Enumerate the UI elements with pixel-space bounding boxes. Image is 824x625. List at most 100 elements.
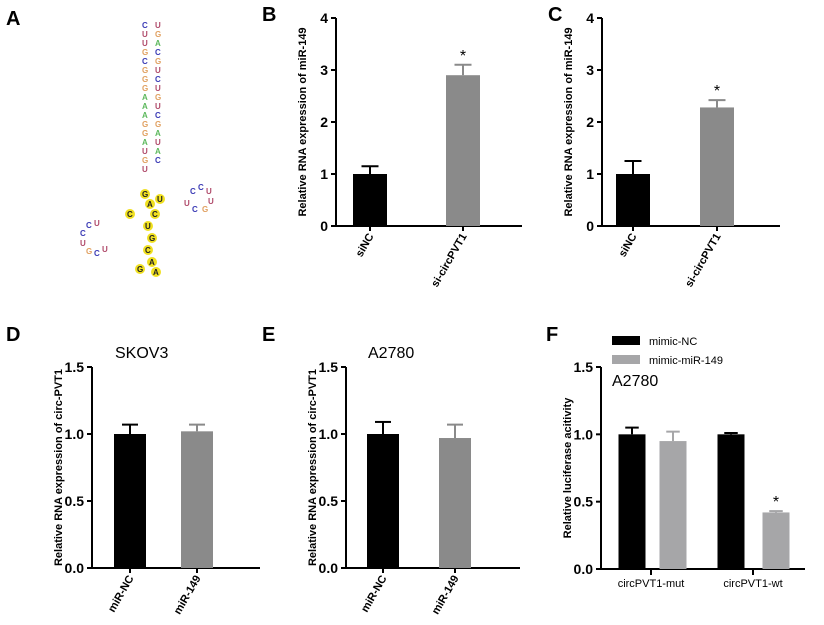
nucleotide: U: [102, 245, 108, 254]
error-bar: [189, 423, 205, 432]
nucleotide: A: [142, 138, 148, 147]
nucleotide: U: [155, 138, 161, 147]
bar: [616, 174, 650, 226]
bar: [114, 434, 146, 568]
x-tick-label: miR-NC: [359, 573, 390, 614]
nucleotide: G: [142, 48, 148, 57]
nucleotide: G: [86, 247, 92, 256]
nucleotide: U: [94, 219, 100, 228]
highlight-dot: [147, 257, 157, 267]
nucleotide: C: [198, 183, 204, 192]
chart-b: 0 1 2 3 4 Relative RNA expression of miR-149 s…: [297, 10, 522, 289]
nucleotide: G: [155, 57, 161, 66]
nucleotide: U: [145, 222, 151, 231]
highlight-dot: [125, 209, 135, 219]
nucleotide: C: [127, 210, 133, 219]
nucleotide: C: [80, 229, 86, 238]
y-tick-label: 1.5: [65, 359, 85, 375]
error-bar: [708, 99, 726, 108]
nucleotide: C: [155, 75, 161, 84]
nucleotide: C: [192, 205, 198, 214]
y-axis-label: Relative RNA expression of circ-PVT1: [53, 369, 65, 566]
error-bar: [361, 165, 379, 174]
highlight-dot: [140, 189, 150, 199]
bar: [353, 174, 387, 226]
highlight-dot: [145, 199, 155, 209]
highlight-dot: [135, 264, 145, 274]
x-tick-label: miR-149: [172, 574, 204, 617]
panel-label-f: F: [546, 324, 559, 346]
panel-label-d: D: [6, 324, 21, 346]
y-tick-label: 3: [586, 62, 594, 78]
nucleotide: G: [155, 30, 161, 39]
y-tick-label: 1: [320, 166, 328, 182]
x-tick-label: miR-149: [430, 574, 462, 617]
bar: [181, 431, 213, 568]
bar: [446, 75, 480, 226]
x-tick-label: siNC: [354, 231, 377, 259]
y-tick-label: 0.0: [574, 561, 594, 577]
y-tick-label: 0: [586, 218, 594, 234]
legend-swatch: [612, 355, 640, 364]
nucleotide: G: [142, 66, 148, 75]
nucleotide: A: [155, 39, 161, 48]
nucleotide: C: [142, 57, 148, 66]
y-tick-label: 0: [320, 218, 328, 234]
highlight-dot: [143, 221, 153, 231]
highlight-dot: [151, 267, 161, 277]
y-tick-label: 0.5: [65, 493, 85, 509]
nucleotide: U: [155, 102, 161, 111]
y-axis-label: Relative luciferase acitivity: [562, 397, 574, 539]
legend-label: mimic-NC: [649, 336, 697, 348]
nucleotide: G: [142, 156, 148, 165]
nucleotide: U: [142, 165, 148, 174]
nucleotide: G: [142, 190, 148, 199]
nucleotide: C: [142, 21, 148, 30]
y-tick-label: 1.0: [574, 426, 594, 442]
nucleotide: G: [149, 234, 155, 243]
error-bar: [624, 160, 642, 174]
y-tick-label: 4: [586, 10, 594, 26]
nucleotide: C: [152, 210, 158, 219]
nucleotide: A: [142, 111, 148, 120]
nucleotide: G: [137, 265, 143, 274]
panel-label-c: C: [548, 4, 563, 26]
y-tick-label: 1: [586, 166, 594, 182]
nucleotide: A: [153, 268, 159, 277]
nucleotide: C: [145, 246, 151, 255]
y-tick-label: 0.5: [574, 494, 594, 510]
chart-title: A2780: [368, 345, 414, 362]
bar: [659, 441, 687, 569]
panel-label-e: E: [262, 324, 276, 346]
y-tick-label: 1.0: [319, 426, 339, 442]
highlight-dot: [147, 233, 157, 243]
nucleotide: G: [142, 129, 148, 138]
nucleotide: G: [142, 84, 148, 93]
panel-label-b: B: [262, 4, 277, 26]
x-tick-label: miR-NC: [106, 573, 137, 614]
nucleotide: U: [155, 21, 161, 30]
y-tick-label: 1.0: [65, 426, 85, 442]
chart-f: 0.0 0.5 1.0 1.5 Relative luciferase acitivit…: [562, 336, 805, 590]
legend-label: mimic-miR-149: [649, 355, 723, 367]
x-tick-label: circPVT1-mut: [618, 578, 685, 590]
legend-swatch: [612, 336, 640, 345]
x-tick-label: siNC: [617, 231, 640, 259]
nucleotide: U: [142, 39, 148, 48]
error-bar: [769, 510, 783, 513]
y-tick-label: 2: [320, 114, 328, 130]
bar: [367, 434, 399, 568]
x-tick-label: circPVT1-wt: [723, 578, 782, 590]
y-axis-label: Relative RNA expression of miR-149: [297, 27, 309, 216]
y-tick-label: 0.0: [319, 560, 339, 576]
nucleotide: A: [155, 129, 161, 138]
y-tick-label: 0.0: [65, 560, 85, 576]
nucleotide: U: [142, 30, 148, 39]
nucleotide: C: [86, 221, 92, 230]
nucleotide: A: [155, 147, 161, 156]
nucleotide: U: [155, 66, 161, 75]
rna-structure-diagram: CUUGCGGGAAAGGAUGUUGACGUCUGUCGAUACGACUGCA…: [80, 21, 214, 277]
